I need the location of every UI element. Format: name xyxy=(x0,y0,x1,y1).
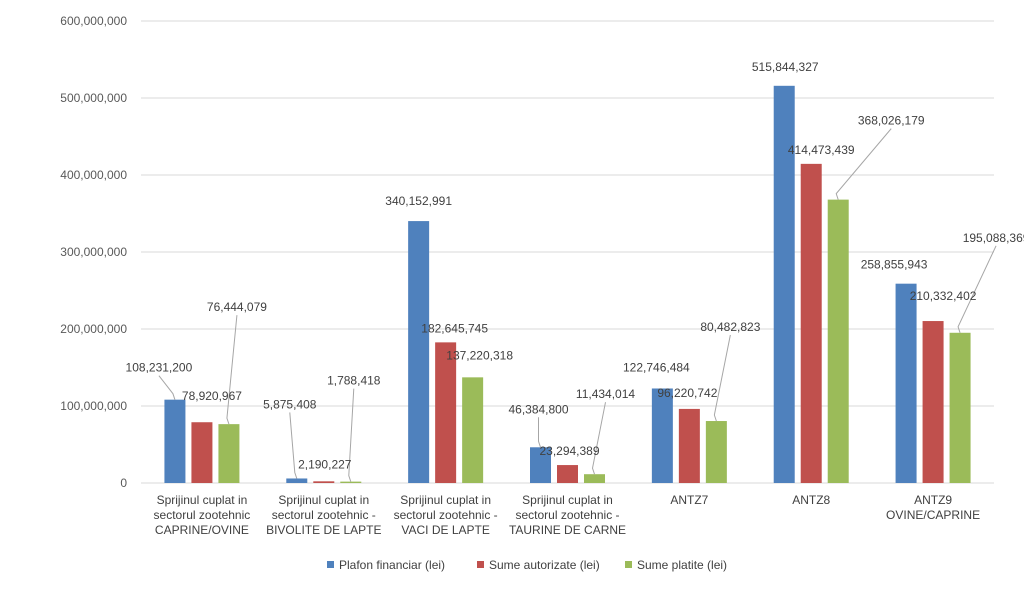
bar xyxy=(408,221,430,483)
data-label: 108,231,200 xyxy=(126,361,193,375)
x-category-label: Sprijinul cuplat in sectorul zootehnic -B… xyxy=(266,493,381,537)
data-label: 368,026,179 xyxy=(858,114,925,128)
bar xyxy=(218,424,240,483)
data-label: 182,645,745 xyxy=(421,321,488,335)
bar xyxy=(895,283,917,483)
x-axis-category-labels: Sprijinul cuplat in sectorul zootehnic CAP… xyxy=(154,493,981,537)
bar xyxy=(286,478,308,483)
legend-item: Plafon financiar (lei) xyxy=(327,558,445,572)
x-category-label: ANTZ8 xyxy=(792,493,830,507)
bar xyxy=(557,465,578,483)
data-label: 515,844,327 xyxy=(752,60,819,74)
bar xyxy=(949,332,971,483)
data-label: 96,220,742 xyxy=(657,386,717,400)
x-category-label: ANTZ7 xyxy=(670,493,708,507)
bar xyxy=(530,447,551,483)
bar xyxy=(313,481,335,483)
data-label: 76,444,079 xyxy=(207,300,267,314)
data-label: 80,482,823 xyxy=(700,320,760,334)
legend-item: Sume platite (lei) xyxy=(625,558,727,572)
data-label: 195,088,369 xyxy=(963,231,1024,245)
data-label: 137,220,318 xyxy=(446,348,513,362)
y-tick-label: 500,000,000 xyxy=(60,91,127,105)
bar xyxy=(773,85,795,483)
data-label: 210,332,402 xyxy=(910,289,977,303)
bar xyxy=(435,342,457,483)
x-category-label: ANTZ9 OVINE/CAPRINE xyxy=(886,493,980,522)
bar xyxy=(164,399,186,483)
legend-swatch xyxy=(327,561,334,568)
legend: Plafon financiar (lei) Sume autorizate (l… xyxy=(327,558,727,572)
leader-line xyxy=(289,412,298,479)
data-label: 340,152,991 xyxy=(385,194,452,208)
leader-line xyxy=(713,334,731,422)
bar xyxy=(705,421,727,483)
bar xyxy=(827,199,849,483)
legend-label: Sume autorizate (lei) xyxy=(489,558,600,572)
y-tick-label: 300,000,000 xyxy=(60,245,127,259)
gridlines xyxy=(141,20,994,484)
legend-swatch xyxy=(625,561,632,568)
leader-line xyxy=(538,417,541,448)
bar xyxy=(462,377,484,483)
bar xyxy=(922,321,944,483)
x-category-label: Sprijinul cuplat in sectorul zootehnic -V… xyxy=(394,493,498,537)
y-tick-label: 600,000,000 xyxy=(60,14,127,28)
legend-label: Sume platite (lei) xyxy=(637,558,727,572)
bar xyxy=(800,163,822,483)
data-label: 11,434,014 xyxy=(576,387,635,401)
leader-line xyxy=(158,375,176,400)
bars xyxy=(164,85,971,483)
x-category-label: Sprijinul cuplat in sectorul zootehnic CAP… xyxy=(154,493,251,537)
x-category-label: Sprijinul cuplat in sectorul zootehnic -T… xyxy=(509,493,626,537)
y-tick-label: 0 xyxy=(120,476,127,490)
legend-label: Plafon financiar (lei) xyxy=(339,558,445,572)
data-label: 2,190,227 xyxy=(298,457,352,471)
legend-swatch xyxy=(477,561,484,568)
y-axis-tick-labels: 0 100,000,000 200,000,000 300,000,000 400,00… xyxy=(60,14,127,490)
y-tick-label: 100,000,000 xyxy=(60,399,127,413)
data-labels: 108,231,200 78,920,967 76,444,079 5,875,408… xyxy=(126,60,1024,472)
leader-line xyxy=(591,402,606,475)
data-label: 5,875,408 xyxy=(263,397,317,411)
leader-line xyxy=(348,388,355,482)
leader-lines xyxy=(158,128,997,482)
legend-item: Sume autorizate (lei) xyxy=(477,558,600,572)
data-label: 258,855,943 xyxy=(861,258,928,272)
bar xyxy=(191,422,213,483)
y-tick-label: 400,000,000 xyxy=(60,168,127,182)
bar xyxy=(651,388,673,483)
data-label: 46,384,800 xyxy=(508,402,568,416)
data-label: 414,473,439 xyxy=(788,143,855,157)
data-label: 78,920,967 xyxy=(182,389,242,403)
y-tick-label: 200,000,000 xyxy=(60,322,127,336)
data-label: 23,294,389 xyxy=(539,444,599,458)
bar xyxy=(678,408,700,483)
bar xyxy=(584,474,605,483)
leader-line xyxy=(957,245,997,333)
bar xyxy=(340,481,362,483)
leader-line xyxy=(226,315,238,425)
data-label: 122,746,484 xyxy=(623,360,690,374)
leader-line xyxy=(835,128,892,200)
data-label: 1,788,418 xyxy=(327,374,381,388)
